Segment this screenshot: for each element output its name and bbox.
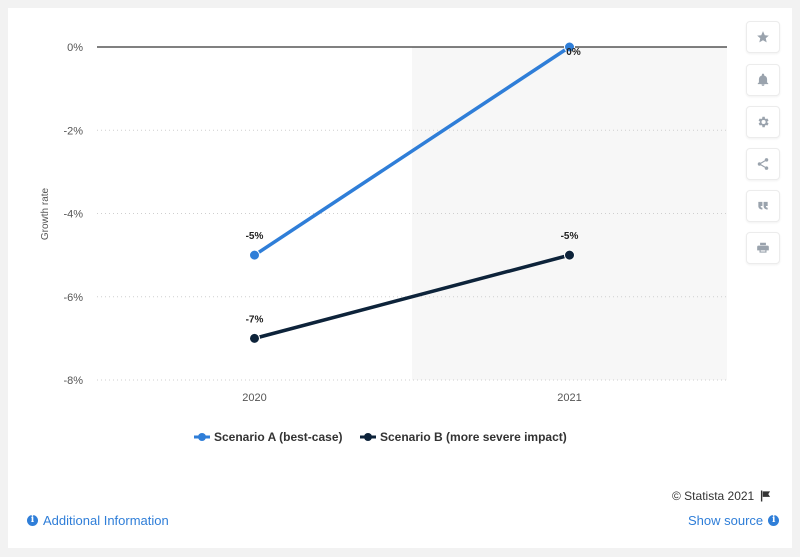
show-source-link[interactable]: Show source i xyxy=(688,513,780,528)
x-tick-label: 2021 xyxy=(557,392,581,404)
legend-item-scenario-b[interactable]: Scenario B (more severe impact) xyxy=(360,430,567,444)
data-point[interactable] xyxy=(249,332,260,344)
legend-swatch-marker xyxy=(198,433,206,441)
data-point[interactable] xyxy=(564,41,575,53)
data-label: -5% xyxy=(246,231,264,242)
info-icon: i xyxy=(768,515,780,526)
print-button[interactable] xyxy=(746,232,780,264)
flag-icon xyxy=(761,490,771,502)
favorite-button[interactable] xyxy=(746,21,780,53)
notification-button[interactable] xyxy=(746,64,780,96)
share-button[interactable] xyxy=(746,148,780,180)
y-tick-label: -2% xyxy=(63,125,83,137)
legend-item-scenario-a[interactable]: Scenario A (best-case) xyxy=(194,430,343,444)
print-icon xyxy=(757,242,769,253)
info-icon: i xyxy=(27,515,38,526)
series-line-scenario-a xyxy=(252,45,572,257)
y-tick-label: -4% xyxy=(63,209,83,221)
y-tick-label: 0% xyxy=(67,42,83,54)
data-point[interactable] xyxy=(249,249,260,261)
y-tick-label: -8% xyxy=(63,375,83,387)
share-icon xyxy=(757,158,769,170)
additional-information-link[interactable]: i Additional Information xyxy=(27,513,169,528)
show-source-label: Show source xyxy=(688,513,764,528)
statista-credit[interactable]: © Statista 2021 xyxy=(672,489,771,503)
gear-icon xyxy=(758,116,769,128)
y-tick-label: -6% xyxy=(63,292,83,304)
legend-label: Scenario A (best-case) xyxy=(214,430,343,444)
data-label: -7% xyxy=(246,314,264,325)
star-icon xyxy=(757,31,769,43)
data-label: 0% xyxy=(566,47,581,58)
x-tick-label: 2020 xyxy=(242,392,266,404)
data-point[interactable] xyxy=(564,249,575,261)
series-line-scenario-b xyxy=(252,253,572,341)
legend-label: Scenario B (more severe impact) xyxy=(380,430,567,444)
legend-swatch-marker xyxy=(364,433,372,441)
quote-icon xyxy=(758,201,768,210)
settings-button[interactable] xyxy=(746,106,780,138)
credit-text: © Statista 2021 xyxy=(672,489,755,503)
additional-information-label: Additional Information xyxy=(43,513,169,528)
y-axis-label: Growth rate xyxy=(40,187,51,240)
data-label: -5% xyxy=(561,231,579,242)
cite-button[interactable] xyxy=(746,190,780,222)
bell-icon xyxy=(757,73,769,86)
